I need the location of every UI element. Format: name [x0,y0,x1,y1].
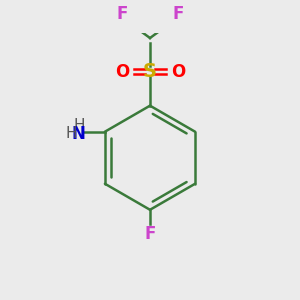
Text: N: N [72,125,86,143]
Text: F: F [144,225,156,243]
Text: F: F [172,5,184,23]
Text: S: S [143,62,157,81]
Text: O: O [171,63,185,81]
Text: H: H [66,126,77,141]
Text: F: F [116,5,128,23]
Text: H: H [73,118,85,133]
Text: O: O [115,63,129,81]
